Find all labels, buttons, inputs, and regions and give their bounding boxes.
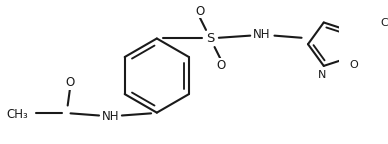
Text: NH: NH (253, 28, 270, 41)
Text: O: O (349, 60, 358, 70)
Text: CH₃: CH₃ (380, 18, 388, 28)
Text: N: N (317, 70, 326, 80)
Text: NH: NH (102, 110, 119, 123)
Text: O: O (195, 5, 204, 18)
Text: O: O (65, 76, 74, 89)
Text: CH₃: CH₃ (6, 108, 28, 121)
Text: S: S (206, 32, 215, 45)
Text: O: O (217, 59, 225, 72)
